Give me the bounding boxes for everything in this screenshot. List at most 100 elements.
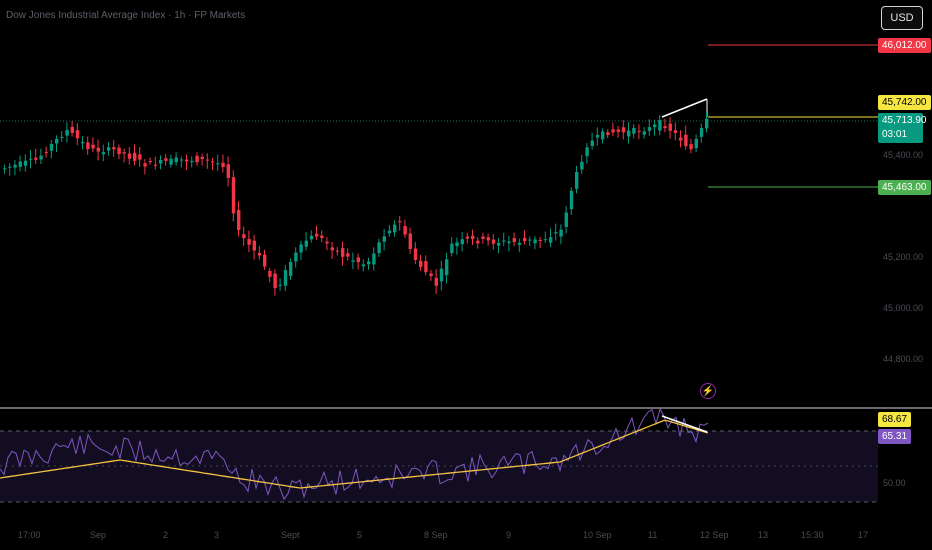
candle-body [122, 152, 126, 154]
chart-title: Dow Jones Industrial Average Index · 1h … [6, 10, 246, 21]
candle-body [575, 171, 579, 189]
candle-body [195, 155, 199, 163]
candle-body [44, 152, 48, 154]
resistance-price-tag: 45,742.00 [878, 95, 931, 110]
candle-body [96, 147, 100, 152]
candle-body [278, 284, 282, 286]
time-axis-label: 5 [357, 530, 363, 540]
candle-body [476, 240, 480, 244]
candle-body [606, 132, 610, 135]
trendline-rsi [661, 415, 708, 433]
time-axis-label: 3 [214, 530, 220, 540]
time-axis-label: 8 Sep [424, 530, 448, 540]
candle-body [694, 138, 698, 149]
candle-body [3, 168, 7, 170]
candle-body [361, 264, 366, 267]
candle-body [247, 238, 251, 245]
candle-body [621, 127, 626, 133]
candle-body [616, 129, 620, 132]
candle-body [55, 138, 59, 144]
current-price-value: 45,713.90 [882, 115, 927, 126]
trendline-price [661, 98, 708, 118]
candle-body [148, 160, 152, 162]
candle-body [263, 254, 267, 267]
candle-body [382, 236, 386, 242]
bar-countdown: 03:01 [882, 129, 908, 140]
price-axis-label: 45,000.00 [883, 303, 924, 313]
rsi-ma-line [0, 419, 709, 489]
candle-body [507, 241, 511, 244]
candle-body [538, 239, 542, 241]
candle-body [393, 224, 397, 233]
candle-body [439, 268, 444, 282]
candle-body [346, 253, 350, 257]
candle-body [367, 261, 371, 265]
rsi-value-tag: 65.31 [878, 429, 912, 444]
candle-body [127, 153, 132, 159]
rsi-band [0, 431, 878, 502]
candle-body [455, 242, 459, 247]
candle-body [257, 252, 262, 256]
time-axis-label: 10 Sep [583, 530, 612, 540]
candle-body [65, 129, 69, 136]
candle-body [315, 233, 319, 237]
candle-body [60, 136, 64, 138]
candle-body [450, 243, 454, 253]
candle-body [252, 240, 256, 251]
candle-body [143, 163, 147, 167]
candle-body [226, 164, 230, 178]
candle-body [528, 239, 532, 241]
candle-body [502, 240, 506, 242]
candle-body [356, 257, 360, 263]
rsi-line [0, 407, 709, 501]
candle-body [673, 130, 678, 133]
candle-body [18, 161, 22, 167]
time-axis-label: Sep [90, 530, 107, 540]
rsi-axis-label: 50.00 [883, 478, 906, 488]
upper-target-price-tag: 46,012.00 [878, 38, 931, 53]
candle-body [684, 134, 688, 147]
candle-body [434, 277, 438, 286]
candle-body [523, 237, 527, 242]
candle-body [81, 141, 85, 144]
candle-body [642, 131, 646, 135]
candle-body [377, 242, 381, 254]
candle-body [491, 239, 496, 244]
candle-body [549, 237, 553, 243]
candle-body [273, 273, 277, 289]
currency-button[interactable]: USD [881, 6, 923, 30]
candle-body [429, 273, 433, 277]
candle-body [564, 212, 568, 227]
candle-body [86, 142, 90, 150]
lightning-icon[interactable]: ⚡ [700, 383, 716, 399]
candle-body [8, 166, 12, 168]
candle-body [554, 232, 558, 234]
candle-body [663, 126, 667, 129]
candle-body [627, 130, 631, 137]
candle-body [611, 129, 615, 133]
candle-body [653, 124, 657, 128]
candle-body [200, 156, 204, 159]
candle-body [221, 162, 225, 168]
candle-body [153, 164, 158, 166]
candle-body [91, 144, 95, 149]
time-axis-label: 9 [506, 530, 512, 540]
candle-body [647, 127, 652, 131]
candle-body [237, 209, 241, 231]
candle-body [668, 123, 672, 131]
candle-body [512, 238, 516, 242]
candle-body [387, 230, 392, 234]
candle-body [70, 126, 74, 133]
candle-body [101, 152, 106, 155]
candle-body [559, 229, 563, 237]
candle-body [424, 261, 428, 273]
candle-body [637, 130, 641, 132]
candle-body [23, 160, 28, 166]
candle-body [289, 262, 293, 276]
candle-body [445, 259, 449, 276]
candle-body [658, 119, 662, 131]
candle-body [107, 147, 111, 151]
candle-body [75, 130, 80, 139]
candle-body [497, 243, 501, 246]
